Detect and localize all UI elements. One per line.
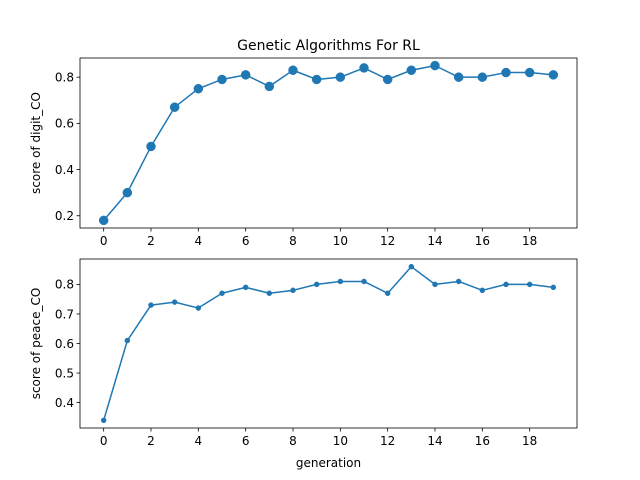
peace-x-tick-label: 10	[333, 434, 348, 448]
digit-point-12	[382, 74, 393, 85]
digit-y-tick-label: 0.2	[55, 209, 74, 223]
digit-x-tick-label: 10	[333, 234, 348, 248]
peace-x-tick-label: 0	[100, 434, 108, 448]
digit-point-6	[240, 70, 251, 80]
peace-point-1	[124, 337, 131, 344]
digit-point-7	[264, 81, 275, 92]
peace-point-5	[219, 290, 225, 297]
digit-point-10	[335, 72, 346, 82]
digit-point-13	[406, 65, 417, 75]
peace-y-tick-label: 0.7	[55, 307, 74, 321]
digit-x-tick-label: 2	[147, 234, 155, 248]
digit-point-5	[217, 74, 227, 85]
peace-point-12	[384, 290, 391, 297]
digit-y-tick-label: 0.4	[55, 163, 74, 177]
peace-point-16	[479, 287, 486, 294]
peace-series-line	[102, 265, 554, 421]
peace-x-tick-label: 2	[147, 434, 155, 448]
top-subplot: 0 2 4 6 8 10 12 14 16 18 0.2 0.4 0.6 0.8 score of digi…	[29, 57, 578, 248]
peace-x-tick-label: 4	[195, 434, 203, 448]
digit-point-15	[453, 72, 464, 82]
digit-x-tick-label: 4	[195, 234, 203, 248]
peace-x-tick-label: 14	[427, 434, 442, 448]
digit-point-1	[122, 187, 133, 198]
peace-point-10	[337, 278, 344, 285]
peace-point-18	[526, 281, 533, 288]
peace-y-tick-label: 0.5	[55, 366, 74, 380]
digit-point-8	[288, 65, 298, 75]
digit-x-tick-label: 6	[242, 234, 250, 248]
peace-y-tick-label: 0.4	[55, 396, 74, 410]
peace-y-tick-label: 0.6	[55, 337, 74, 351]
peace-point-4	[195, 305, 202, 311]
digit-point-16	[477, 72, 488, 82]
bottom-subplot: 0 2 4 6 8 10 12 14 16 18 0.4 0.5 0.6 0.7 0.8 score of p…	[29, 258, 578, 470]
digit-point-2	[146, 141, 156, 152]
digit-point-3	[169, 102, 180, 112]
peace-x-tick-label: 12	[380, 434, 395, 448]
digit-x-tick-label: 16	[475, 234, 490, 248]
peace-point-15	[455, 278, 462, 285]
digit-x-tick-label: 8	[289, 234, 297, 248]
peace-x-tick-label: 16	[475, 434, 490, 448]
chart-title: Genetic Algorithms For RL	[237, 38, 420, 54]
peace-axes-frame	[79, 258, 578, 429]
peace-point-14	[432, 281, 438, 288]
digit-x-tick-label: 12	[380, 234, 395, 248]
peace-point-3	[171, 299, 178, 305]
digit-y-axis-label: score of digit_CO	[29, 92, 43, 194]
digit-x-tick-label: 0	[100, 234, 108, 248]
peace-y-tick-label: 0.8	[55, 278, 74, 292]
digit-x-tick-label: 18	[522, 234, 537, 248]
digit-y-tick-label: 0.8	[55, 70, 74, 84]
peace-point-13	[408, 263, 415, 270]
digit-point-11	[359, 63, 369, 73]
digit-point-18	[524, 67, 535, 78]
peace-y-axis-label: score of peace_CO	[29, 288, 43, 400]
peace-x-tick-label: 8	[289, 434, 297, 448]
digit-axes-frame	[79, 57, 578, 229]
peace-point-9	[313, 281, 320, 288]
digit-point-14	[430, 60, 440, 71]
digit-point-4	[193, 83, 204, 94]
peace-point-2	[148, 302, 154, 308]
peace-x-axis-label: generation	[296, 456, 361, 470]
digit-series-line	[103, 64, 554, 221]
digit-point-17	[501, 67, 511, 78]
peace-point-11	[361, 278, 367, 285]
peace-point-8	[290, 287, 296, 294]
digit-y-tick-label: 0.6	[55, 117, 74, 131]
peace-x-tick-label: 18	[522, 434, 537, 448]
peace-point-6	[242, 284, 249, 291]
peace-point-0	[100, 417, 107, 424]
peace-x-tick-label: 6	[242, 434, 250, 448]
digit-x-tick-label: 14	[427, 234, 442, 248]
peace-point-7	[266, 290, 273, 297]
digit-point-19	[548, 70, 559, 80]
peace-point-17	[503, 281, 509, 288]
digit-point-0	[98, 215, 109, 226]
peace-point-19	[550, 284, 557, 291]
digit-point-9	[311, 74, 322, 85]
